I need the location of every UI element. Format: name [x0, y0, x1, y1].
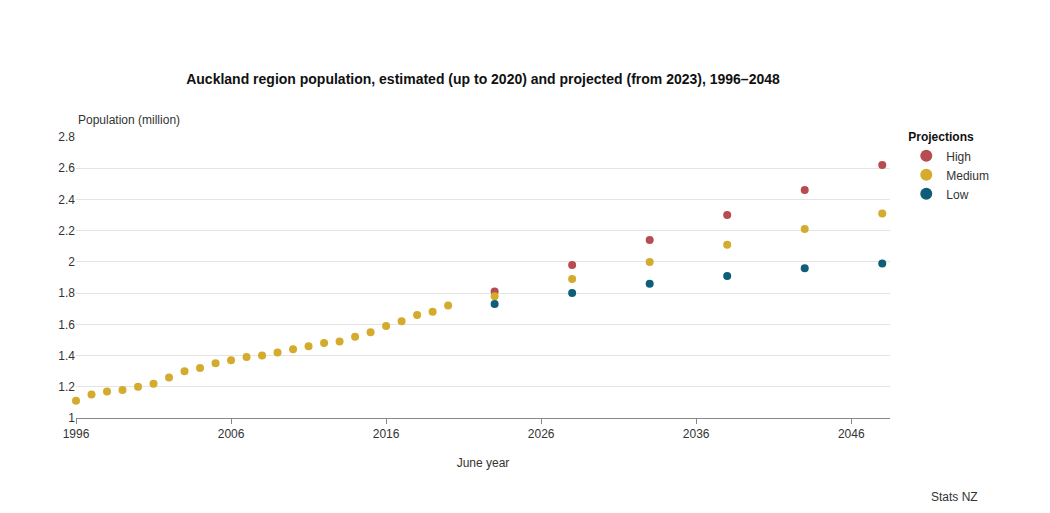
svg-text:2046: 2046: [838, 427, 865, 441]
svg-text:1.8: 1.8: [58, 286, 75, 300]
svg-text:High: High: [946, 150, 971, 164]
svg-text:Population (million): Population (million): [78, 113, 180, 127]
svg-text:Projections: Projections: [908, 130, 974, 144]
svg-text:2.6: 2.6: [58, 161, 75, 175]
svg-text:1: 1: [68, 411, 75, 425]
svg-text:1996: 1996: [63, 427, 90, 441]
svg-text:2006: 2006: [218, 427, 245, 441]
svg-text:2.8: 2.8: [58, 130, 75, 144]
svg-text:Medium: Medium: [946, 169, 989, 183]
svg-text:2.2: 2.2: [58, 224, 75, 238]
svg-text:2: 2: [68, 255, 75, 269]
svg-text:1.4: 1.4: [58, 349, 75, 363]
svg-text:Low: Low: [946, 188, 968, 202]
svg-text:Stats NZ: Stats NZ: [931, 490, 978, 504]
svg-text:2016: 2016: [373, 427, 400, 441]
svg-text:Auckland region population, es: Auckland region population, estimated (u…: [186, 71, 780, 87]
svg-text:June year: June year: [457, 456, 510, 470]
svg-text:1.2: 1.2: [58, 380, 75, 394]
svg-text:1.6: 1.6: [58, 318, 75, 332]
svg-text:2036: 2036: [683, 427, 710, 441]
svg-text:2.4: 2.4: [58, 193, 75, 207]
svg-text:2026: 2026: [528, 427, 555, 441]
